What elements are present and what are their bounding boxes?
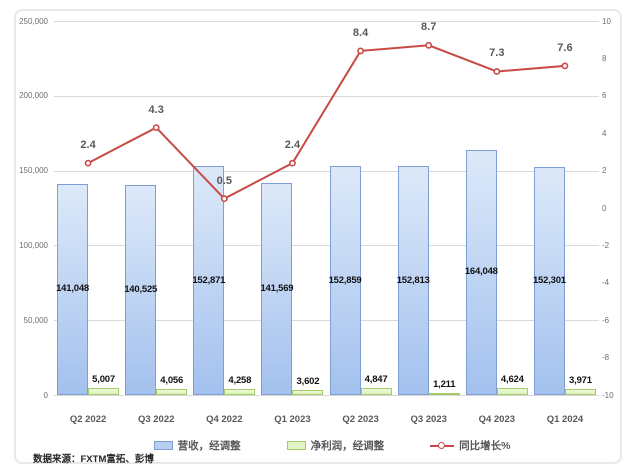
revenue-value-label: 141,569 bbox=[260, 283, 294, 295]
profit-value-label: 4,624 bbox=[500, 374, 524, 386]
left-axis-tick: 50,000 bbox=[23, 315, 48, 325]
growth-value-label: 7.3 bbox=[489, 47, 505, 60]
x-axis-category-q3-2022: Q3 2022 bbox=[137, 414, 175, 425]
revenue-value-label: 152,813 bbox=[396, 274, 430, 286]
growth-point-marker bbox=[561, 62, 569, 70]
bar-revenue bbox=[261, 183, 293, 395]
bar-revenue bbox=[397, 166, 429, 395]
bar-revenue bbox=[57, 183, 89, 395]
growth-point-marker bbox=[493, 68, 501, 75]
growth-point-marker bbox=[84, 159, 92, 167]
right-axis-tick: 4 bbox=[602, 128, 607, 138]
x-axis-category-q4-2023: Q4 2023 bbox=[478, 414, 516, 425]
bar-profit bbox=[88, 387, 120, 395]
growth-point-marker bbox=[289, 159, 296, 167]
profit-value-label: 4,056 bbox=[160, 374, 184, 386]
bar-profit bbox=[428, 393, 460, 396]
chart-frame: 250,000 200,000 150,000 100,000 50,000 0 10 8 6… bbox=[14, 9, 622, 465]
right-axis-tick: -6 bbox=[602, 315, 610, 325]
x-axis-category-q1-2023: Q1 2023 bbox=[274, 414, 311, 425]
growth-value-label: 7.6 bbox=[557, 41, 573, 54]
legend-growth-label: 同比增长% bbox=[459, 439, 511, 452]
bar-profit bbox=[360, 387, 392, 395]
x-axis-category-q4-2022: Q4 2022 bbox=[206, 414, 243, 425]
left-axis-tick: 100,000 bbox=[19, 240, 48, 250]
revenue-value-label: 152,859 bbox=[328, 274, 362, 286]
legend-revenue-label: 营收，经调整 bbox=[177, 439, 241, 452]
right-axis-tick: -4 bbox=[602, 278, 610, 288]
x-axis-category-q2-2022: Q2 2022 bbox=[69, 414, 107, 425]
revenue-value-label: 140,525 bbox=[124, 283, 158, 295]
profit-value-label: 3,602 bbox=[296, 375, 320, 387]
profit-value-label: 5,007 bbox=[92, 373, 115, 385]
profit-value-label: 1,211 bbox=[433, 379, 456, 391]
gridline bbox=[54, 245, 599, 247]
left-axis-tick: 150,000 bbox=[19, 166, 48, 176]
bar-profit bbox=[496, 388, 528, 395]
bar-revenue bbox=[193, 166, 225, 395]
growth-point-marker bbox=[425, 41, 433, 49]
bar-profit bbox=[292, 389, 324, 395]
revenue-value-label: 152,871 bbox=[192, 274, 226, 286]
x-axis-category-q2-2023: Q2 2023 bbox=[342, 414, 379, 425]
bar-revenue bbox=[125, 184, 157, 395]
growth-value-label: 0.5 bbox=[216, 174, 232, 187]
left-axis-tick: 0 bbox=[43, 390, 48, 400]
source-note: 数据来源：FXTM富拓、彭博 bbox=[33, 454, 154, 465]
growth-point-marker bbox=[152, 124, 160, 131]
growth-value-label: 8.4 bbox=[352, 26, 369, 39]
profit-value-label: 4,258 bbox=[228, 374, 252, 386]
bar-profit bbox=[224, 388, 256, 395]
bar-revenue bbox=[533, 167, 565, 395]
right-axis-tick: -2 bbox=[602, 240, 610, 250]
left-axis-tick: 200,000 bbox=[19, 91, 48, 101]
gridline bbox=[54, 95, 599, 97]
gridline bbox=[54, 320, 599, 322]
growth-value-label: 4.3 bbox=[148, 103, 164, 116]
profit-value-label: 3,971 bbox=[569, 375, 592, 387]
bar-revenue bbox=[329, 166, 361, 395]
right-axis-tick: -10 bbox=[602, 390, 614, 400]
right-axis-tick: 10 bbox=[602, 16, 611, 26]
right-axis-tick: 0 bbox=[602, 203, 607, 213]
gridline bbox=[54, 395, 599, 396]
right-axis-tick: -8 bbox=[602, 353, 610, 363]
legend-item-profit: 净利润，经调整 bbox=[286, 438, 385, 453]
x-axis-category-q1-2024: Q1 2024 bbox=[546, 414, 584, 425]
gridline bbox=[54, 21, 599, 22]
revenue-value-label: 164,048 bbox=[464, 266, 498, 278]
profit-swatch-icon bbox=[286, 440, 306, 450]
left-axis-tick: 250,000 bbox=[19, 16, 48, 26]
right-axis-tick: 6 bbox=[602, 91, 607, 101]
growth-value-label: 8.7 bbox=[421, 21, 437, 34]
growth-value-label: 2.4 bbox=[80, 139, 96, 152]
profit-value-label: 4,847 bbox=[364, 373, 388, 385]
revenue-value-label: 152,301 bbox=[532, 275, 566, 287]
x-axis-category-q3-2023: Q3 2023 bbox=[410, 414, 447, 425]
gridline bbox=[54, 170, 599, 172]
right-axis-tick: 2 bbox=[602, 166, 607, 176]
revenue-swatch-icon bbox=[153, 440, 173, 450]
right-axis-tick: 8 bbox=[602, 53, 607, 63]
legend-item-growth: 同比增长% bbox=[430, 438, 510, 453]
legend-item-revenue: 营收，经调整 bbox=[153, 438, 241, 453]
growth-value-label: 2.4 bbox=[284, 139, 301, 152]
revenue-value-label: 141,048 bbox=[56, 283, 90, 295]
growth-point-marker bbox=[357, 47, 364, 55]
bar-profit bbox=[564, 389, 596, 395]
bar-profit bbox=[156, 388, 188, 395]
growth-line-marker-icon bbox=[430, 441, 455, 450]
legend-profit-label: 净利润，经调整 bbox=[310, 439, 385, 452]
legend: 营收，经调整 净利润，经调整 同比增长% bbox=[30, 434, 634, 456]
